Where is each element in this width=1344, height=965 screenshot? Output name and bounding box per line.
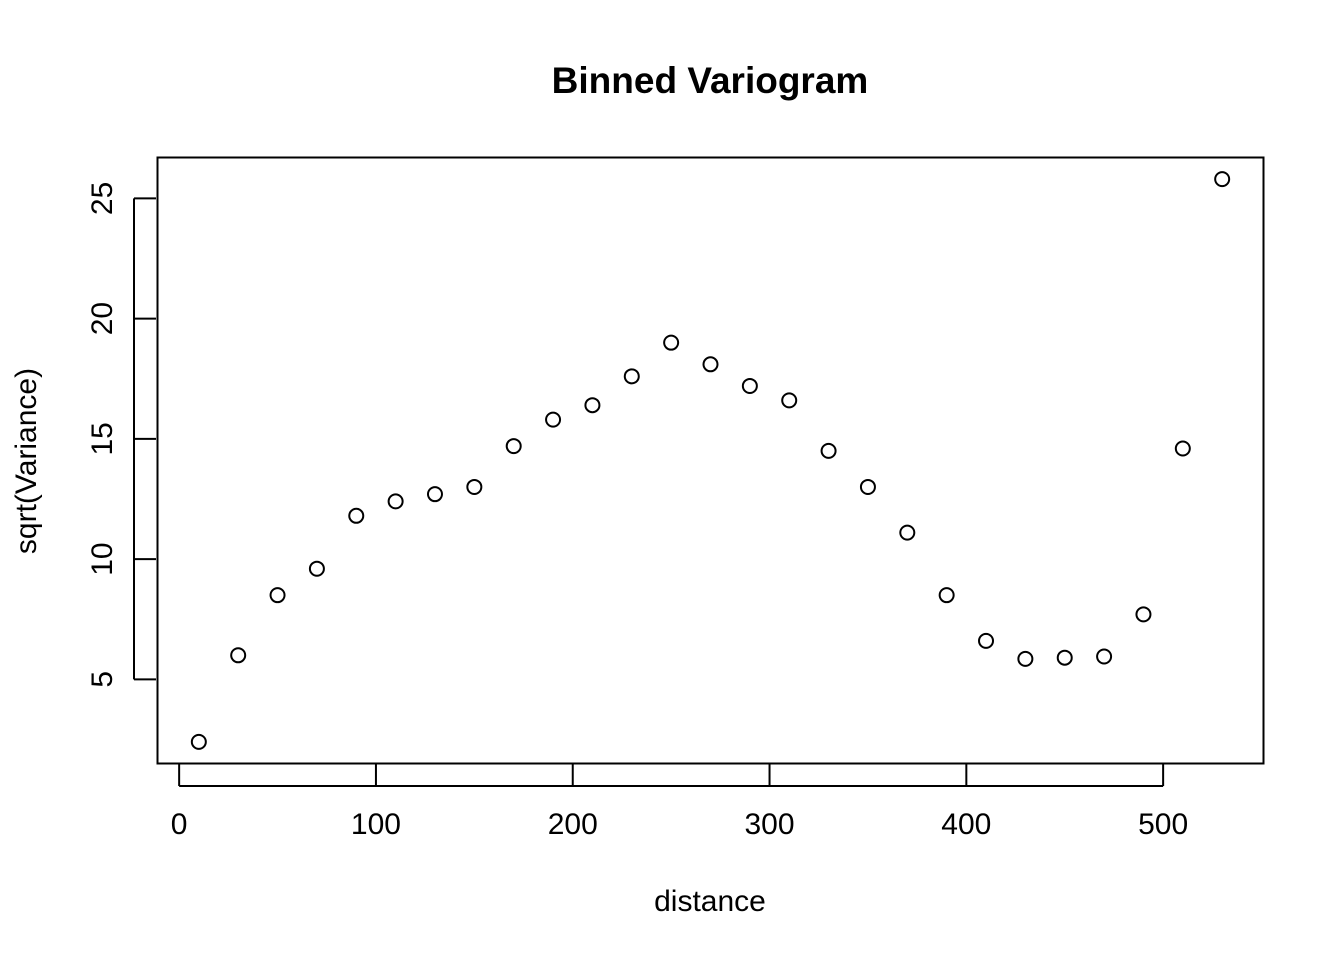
y-axis: 5 10 15 20 25 <box>86 182 156 688</box>
y-axis-label: sqrt(Variance) <box>10 368 43 554</box>
data-point <box>663 334 680 351</box>
data-point <box>505 438 522 455</box>
data-point <box>230 647 247 664</box>
x-axis-label: distance <box>654 885 766 918</box>
data-point <box>190 733 207 750</box>
x-tick-label: 400 <box>941 808 991 841</box>
data-point <box>1135 606 1152 623</box>
data-point <box>1056 649 1073 666</box>
data-point <box>820 442 837 459</box>
y-tick-label: 20 <box>86 302 119 335</box>
x-tick-label: 100 <box>351 808 401 841</box>
data-point <box>308 560 325 577</box>
plot-frame <box>156 156 1265 765</box>
data-point <box>545 411 562 428</box>
data-points <box>190 171 1231 750</box>
x-tick-label: 0 <box>171 808 188 841</box>
y-tick-label: 5 <box>86 671 119 688</box>
data-point <box>623 368 640 385</box>
x-tick-label: 300 <box>745 808 795 841</box>
data-point <box>978 632 995 649</box>
data-point <box>741 377 758 394</box>
data-point <box>269 587 286 604</box>
data-point <box>938 587 955 604</box>
x-tick-label: 200 <box>548 808 598 841</box>
data-point <box>426 486 443 503</box>
data-point <box>1174 440 1191 457</box>
data-point <box>702 356 719 373</box>
data-point <box>348 507 365 524</box>
data-point <box>1096 648 1113 665</box>
data-point <box>781 392 798 409</box>
data-point <box>1214 171 1231 188</box>
data-point <box>859 478 876 495</box>
y-tick-label: 15 <box>86 422 119 455</box>
y-tick-label: 25 <box>86 182 119 215</box>
data-point <box>466 478 483 495</box>
data-point <box>584 397 601 414</box>
data-point <box>899 524 916 541</box>
x-axis: 0 100 200 300 400 500 <box>171 764 1188 841</box>
data-point <box>1017 650 1034 667</box>
x-tick-label: 500 <box>1138 808 1188 841</box>
chart-title: Binned Variogram <box>552 60 869 101</box>
data-point <box>387 493 404 510</box>
y-tick-label: 10 <box>86 542 119 575</box>
